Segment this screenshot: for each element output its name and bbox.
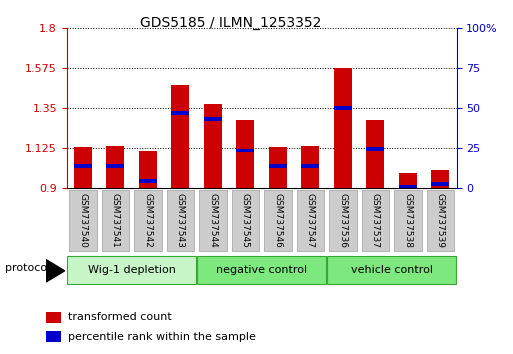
Bar <box>334 68 352 188</box>
Bar <box>171 111 189 115</box>
Bar <box>236 120 254 188</box>
Text: transformed count: transformed count <box>68 312 172 322</box>
Text: GSM737537: GSM737537 <box>371 193 380 248</box>
Bar <box>334 106 352 110</box>
Bar <box>236 149 254 152</box>
Bar <box>107 146 124 188</box>
Text: GSM737542: GSM737542 <box>144 193 152 248</box>
FancyBboxPatch shape <box>102 190 129 251</box>
Text: GSM737545: GSM737545 <box>241 193 250 248</box>
Bar <box>204 117 222 120</box>
Text: GSM737538: GSM737538 <box>403 193 412 248</box>
Text: GSM737540: GSM737540 <box>78 193 87 248</box>
Bar <box>74 164 92 169</box>
Bar <box>269 147 287 188</box>
Bar <box>46 331 62 342</box>
FancyBboxPatch shape <box>362 190 389 251</box>
Bar <box>302 146 319 188</box>
Text: protocol: protocol <box>5 263 50 273</box>
Text: GSM737541: GSM737541 <box>111 193 120 248</box>
FancyBboxPatch shape <box>134 190 162 251</box>
Text: GSM737543: GSM737543 <box>176 193 185 248</box>
FancyBboxPatch shape <box>327 256 456 284</box>
FancyBboxPatch shape <box>69 190 97 251</box>
FancyBboxPatch shape <box>297 190 324 251</box>
Bar <box>366 147 384 151</box>
Bar <box>431 182 449 186</box>
Bar <box>46 312 62 323</box>
Bar <box>399 173 417 188</box>
Text: Wig-1 depletion: Wig-1 depletion <box>88 265 175 275</box>
Text: GSM737536: GSM737536 <box>339 193 347 248</box>
Bar <box>399 185 417 189</box>
FancyBboxPatch shape <box>67 256 196 284</box>
Text: GSM737546: GSM737546 <box>273 193 282 248</box>
FancyBboxPatch shape <box>167 190 194 251</box>
Text: GDS5185 / ILMN_1253352: GDS5185 / ILMN_1253352 <box>140 16 322 30</box>
FancyBboxPatch shape <box>198 256 326 284</box>
Polygon shape <box>46 260 65 282</box>
Bar <box>171 85 189 188</box>
Text: GSM737544: GSM737544 <box>208 193 218 248</box>
Bar <box>431 170 449 188</box>
FancyBboxPatch shape <box>264 190 292 251</box>
Bar <box>302 164 319 169</box>
FancyBboxPatch shape <box>426 190 454 251</box>
Text: vehicle control: vehicle control <box>350 265 432 275</box>
Text: GSM737539: GSM737539 <box>436 193 445 248</box>
Bar <box>139 179 157 183</box>
Text: percentile rank within the sample: percentile rank within the sample <box>68 332 256 342</box>
Bar <box>74 147 92 188</box>
FancyBboxPatch shape <box>329 190 357 251</box>
FancyBboxPatch shape <box>231 190 259 251</box>
FancyBboxPatch shape <box>199 190 227 251</box>
Text: GSM737547: GSM737547 <box>306 193 315 248</box>
Bar <box>107 164 124 169</box>
Text: negative control: negative control <box>216 265 307 275</box>
Bar <box>269 164 287 169</box>
Bar <box>366 120 384 188</box>
Bar <box>204 104 222 188</box>
FancyBboxPatch shape <box>394 190 422 251</box>
Bar <box>139 152 157 188</box>
